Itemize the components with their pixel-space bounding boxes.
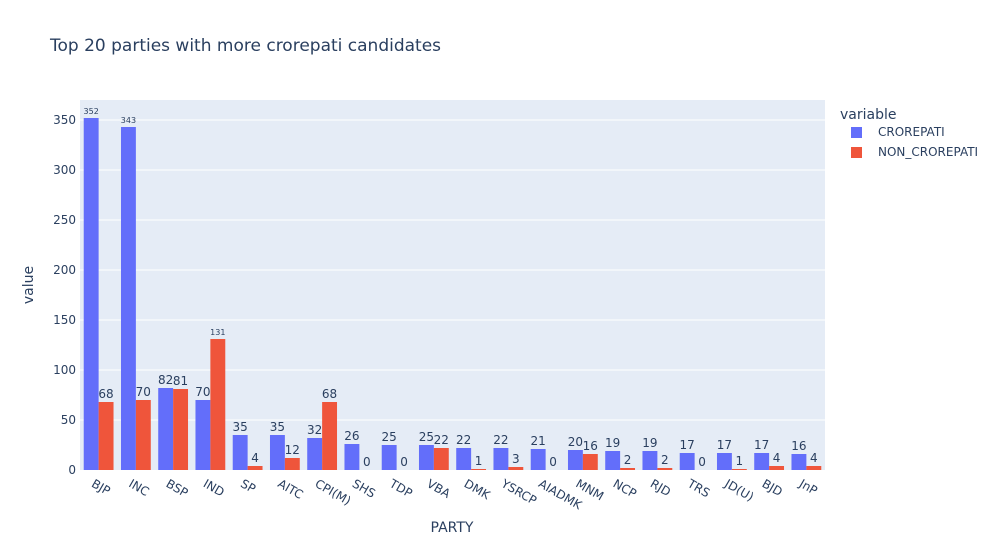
bar-value-label: 2 [661,453,669,467]
bar-value-label: 21 [531,434,546,448]
bar-value-label: 35 [270,420,285,434]
bar-non-crorepati[interactable] [769,466,785,470]
bar-value-label: 1 [736,454,744,468]
bar-crorepati[interactable] [232,435,248,470]
y-axis-ticks: 0 50 100 150 200 250 300 350 [53,113,76,477]
bar-non-crorepati[interactable] [284,458,300,470]
bar-non-crorepati[interactable] [210,339,226,470]
y-tick-label: 0 [68,463,76,477]
bar-crorepati[interactable] [456,448,472,470]
bar-value-label: 81 [173,374,188,388]
bar-value-label: 1 [475,454,483,468]
bar-value-label: 0 [400,455,408,469]
bar-value-label: 17 [680,438,695,452]
chart-title: Top 20 parties with more crorepati candi… [49,36,441,56]
bar-crorepati[interactable] [158,388,174,470]
bar-non-crorepati[interactable] [620,468,636,470]
y-axis-title: value [21,266,37,304]
bar-value-label: 0 [549,455,557,469]
y-tick-label: 350 [53,113,76,127]
bar-non-crorepati[interactable] [806,466,822,470]
bar-value-label: 16 [583,439,598,453]
bar-crorepati[interactable] [269,435,285,470]
legend-label[interactable]: CROREPATI [878,125,945,139]
legend-label[interactable]: NON_CROREPATI [878,145,978,159]
bar-value-label: 68 [322,387,337,401]
bars [83,118,822,470]
bar-value-label: 2 [624,453,632,467]
bar-crorepati[interactable] [418,445,434,470]
bar-value-label: 0 [363,455,371,469]
bar-value-label: 343 [121,116,136,125]
bar-value-label: 22 [456,433,471,447]
bar-value-label: 70 [195,385,210,399]
bar-value-label: 352 [84,107,99,116]
y-tick-label: 250 [53,213,76,227]
legend-swatch[interactable] [851,127,862,138]
bar-value-label: 17 [717,438,732,452]
bar-value-label: 22 [493,433,508,447]
bar-crorepati[interactable] [791,454,807,470]
x-tick-label: SP [238,476,258,496]
bar-value-label: 35 [233,420,248,434]
bar-non-crorepati[interactable] [508,467,524,470]
bar-value-label: 68 [98,387,113,401]
y-tick-label: 150 [53,313,76,327]
bar-crorepati[interactable] [605,451,621,470]
bar-crorepati[interactable] [530,449,546,470]
bar-value-label: 70 [136,385,151,399]
bar-non-crorepati[interactable] [247,466,263,470]
bar-crorepati[interactable] [344,444,360,470]
legend: variable CROREPATI NON_CROREPATI [840,107,978,159]
bar-non-crorepati[interactable] [135,400,151,470]
x-axis-title: PARTY [431,520,474,536]
legend-title: variable [840,107,896,123]
bar-crorepati[interactable] [120,127,136,470]
bar-crorepati[interactable] [716,453,732,470]
bar-non-crorepati[interactable] [471,469,487,470]
bar-non-crorepati[interactable] [657,468,673,470]
bar-crorepati[interactable] [83,118,99,470]
bar-value-label: 82 [158,373,173,387]
bar-value-label: 4 [251,451,259,465]
plot-area [80,100,825,470]
y-tick-label: 200 [53,263,76,277]
bar-value-label: 22 [434,433,449,447]
bar-crorepati[interactable] [754,453,770,470]
bar-value-label: 4 [810,451,818,465]
bar-value-label: 17 [754,438,769,452]
legend-swatch[interactable] [851,147,862,158]
bar-value-label: 4 [773,451,781,465]
bar-value-label: 0 [698,455,706,469]
bar-value-label: 16 [791,439,806,453]
bar-value-label: 25 [419,430,434,444]
bar-value-label: 131 [210,328,225,337]
bar-value-label: 12 [285,443,300,457]
y-tick-label: 50 [61,413,76,427]
bar-crorepati[interactable] [307,438,323,470]
bar-crorepati[interactable] [679,453,695,470]
bar-value-label: 25 [382,430,397,444]
bar-value-label: 20 [568,435,583,449]
bar-crorepati[interactable] [493,448,509,470]
bar-crorepati[interactable] [195,400,211,470]
y-tick-label: 100 [53,363,76,377]
bar-non-crorepati[interactable] [322,402,338,470]
bar-value-label: 19 [605,436,620,450]
bar-crorepati[interactable] [567,450,583,470]
bar-non-crorepati[interactable] [731,469,747,470]
bar-non-crorepati[interactable] [98,402,114,470]
bar-value-label: 32 [307,423,322,437]
bar-crorepati[interactable] [381,445,397,470]
bar-non-crorepati[interactable] [433,448,449,470]
bar-crorepati[interactable] [642,451,658,470]
bar-non-crorepati[interactable] [582,454,598,470]
bar-value-label: 26 [344,429,359,443]
y-tick-label: 300 [53,163,76,177]
bar-non-crorepati[interactable] [173,389,189,470]
bar-value-label: 19 [642,436,657,450]
bar-value-label: 3 [512,452,520,466]
